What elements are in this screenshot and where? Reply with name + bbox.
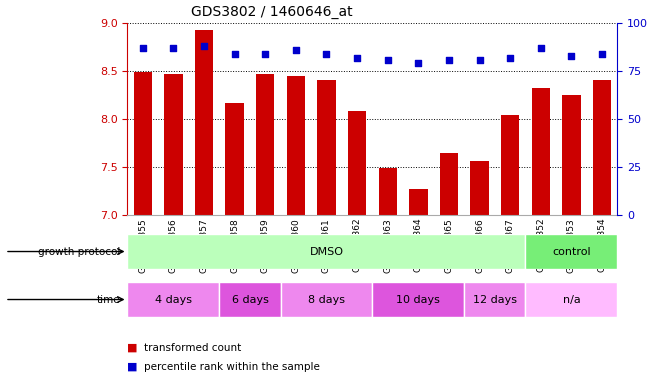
Bar xyxy=(317,79,336,215)
Point xyxy=(444,56,454,63)
Bar xyxy=(348,111,366,215)
Text: growth protocol: growth protocol xyxy=(38,247,121,257)
Bar xyxy=(127,282,219,317)
Text: GDS3802 / 1460646_at: GDS3802 / 1460646_at xyxy=(191,5,353,19)
Text: control: control xyxy=(552,247,590,257)
Text: n/a: n/a xyxy=(562,295,580,305)
Bar xyxy=(470,161,488,215)
Bar xyxy=(501,115,519,215)
Point xyxy=(168,45,178,51)
Text: percentile rank within the sample: percentile rank within the sample xyxy=(144,362,320,372)
Bar xyxy=(219,282,280,317)
Bar xyxy=(195,30,213,215)
Bar xyxy=(164,74,183,215)
Point xyxy=(413,60,423,66)
Bar xyxy=(256,74,274,215)
Text: DMSO: DMSO xyxy=(309,247,344,257)
Point xyxy=(566,53,577,59)
Text: 6 days: 6 days xyxy=(231,295,268,305)
Text: 10 days: 10 days xyxy=(397,295,440,305)
Bar xyxy=(525,234,617,269)
Bar xyxy=(525,282,617,317)
Point xyxy=(229,51,240,57)
Bar xyxy=(225,103,244,215)
Bar xyxy=(531,88,550,215)
Bar xyxy=(287,76,305,215)
Bar xyxy=(440,152,458,215)
Point xyxy=(474,56,485,63)
Bar xyxy=(378,168,397,215)
Text: transformed count: transformed count xyxy=(144,343,242,353)
Bar xyxy=(409,189,427,215)
Point xyxy=(535,45,546,51)
Point xyxy=(321,51,332,57)
Bar xyxy=(593,79,611,215)
Bar xyxy=(464,282,525,317)
Point xyxy=(382,56,393,63)
Point xyxy=(260,51,270,57)
Text: time: time xyxy=(97,295,121,305)
Bar xyxy=(134,72,152,215)
Point xyxy=(505,55,515,61)
Bar xyxy=(372,282,464,317)
Point xyxy=(199,43,209,49)
Text: 8 days: 8 days xyxy=(308,295,345,305)
Point xyxy=(138,45,148,51)
Text: ■: ■ xyxy=(127,343,142,353)
Text: 4 days: 4 days xyxy=(155,295,192,305)
Text: ■: ■ xyxy=(127,362,142,372)
Point xyxy=(352,55,362,61)
Point xyxy=(291,47,301,53)
Text: 12 days: 12 days xyxy=(473,295,517,305)
Bar xyxy=(127,234,525,269)
Bar xyxy=(280,282,372,317)
Point xyxy=(597,51,607,57)
Bar xyxy=(562,95,580,215)
